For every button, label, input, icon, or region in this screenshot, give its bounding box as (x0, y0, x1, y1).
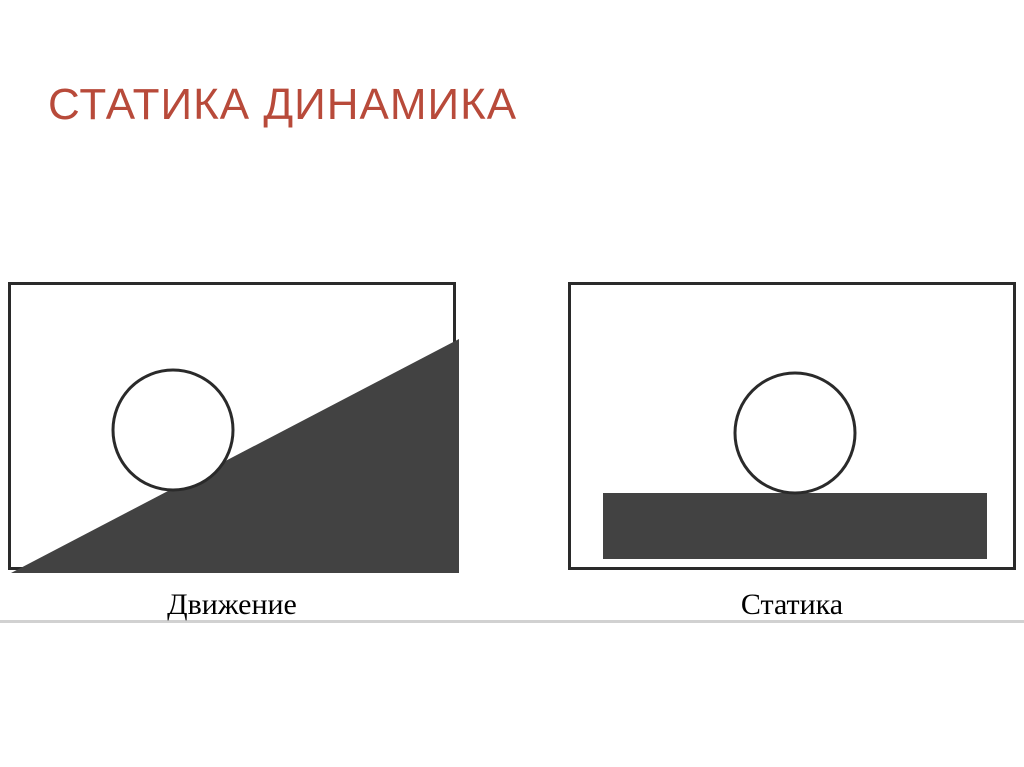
ball-static (735, 373, 855, 493)
panel-motion: Движение (8, 282, 456, 622)
ball-motion (113, 370, 233, 490)
scan-artifact-line (0, 620, 1024, 623)
diagram-motion-svg (11, 285, 459, 573)
diagram-static-svg (571, 285, 1019, 573)
panels-row: Движение Статика (8, 282, 1016, 622)
slide-title: СТАТИКА ДИНАМИКА (48, 80, 517, 130)
incline-triangle (11, 339, 459, 573)
slide: СТАТИКА ДИНАМИКА Движение Статика (0, 0, 1024, 767)
panel-static-box (568, 282, 1016, 570)
ground-rect (603, 493, 987, 559)
panel-motion-box (8, 282, 456, 570)
caption-static: Статика (741, 588, 843, 622)
panel-static: Статика (568, 282, 1016, 622)
caption-motion: Движение (167, 588, 297, 622)
